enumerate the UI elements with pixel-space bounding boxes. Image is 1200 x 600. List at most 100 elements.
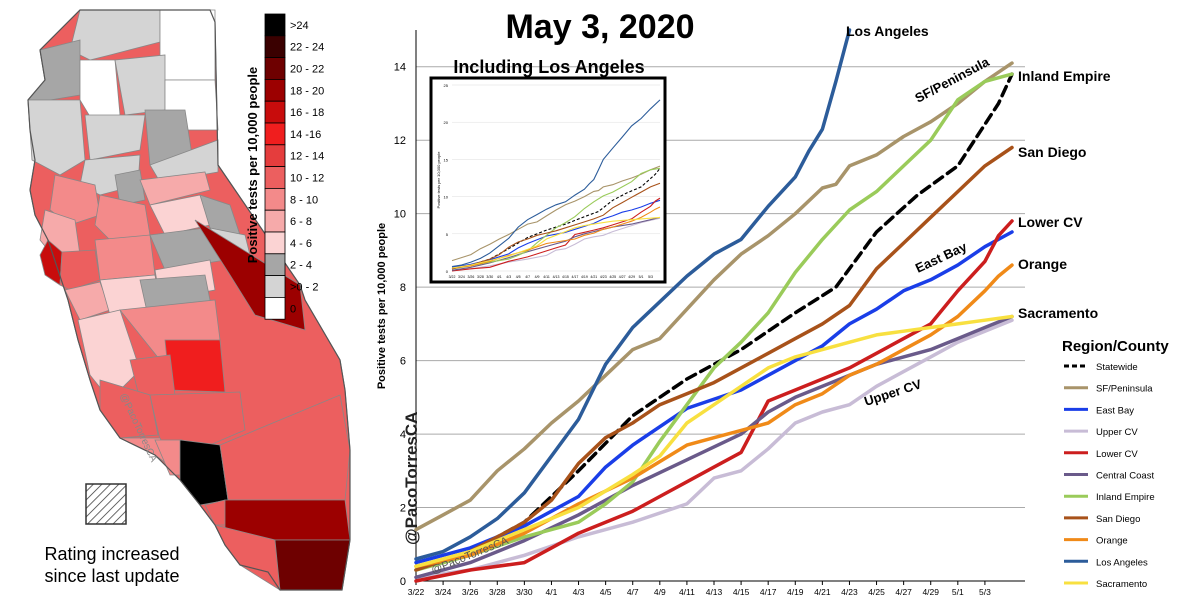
inset-y-axis-label: Positive tests per 10,000 people <box>436 151 441 209</box>
series-line-central-coast <box>414 314 1014 580</box>
line-label: Lower CV <box>1018 214 1083 230</box>
x-tick-label: 4/27 <box>895 587 912 597</box>
inset-x-tick-label: 3/30 <box>486 275 493 279</box>
county-lake <box>49 174 101 226</box>
legend-bin-label: 8 - 10 <box>290 194 318 206</box>
hatch-caption: Rating increased <box>44 544 179 564</box>
inset-x-tick-label: 4/1 <box>497 275 502 279</box>
chart-watermark: @PacoTorresCA <box>402 412 421 545</box>
x-tick-label: 4/9 <box>654 587 666 597</box>
line-label: Sacramento <box>1018 305 1098 321</box>
hatch-caption: since last update <box>44 566 179 586</box>
line-label: Inland Empire <box>1018 68 1111 84</box>
inset-x-tick-label: 4/25 <box>609 275 616 279</box>
inset-series-line <box>451 167 661 270</box>
chart-title: May 3, 2020 <box>505 8 694 46</box>
hatch-swatch <box>85 483 127 525</box>
series-line-sf-peninsula <box>414 61 1014 532</box>
inset-x-tick-label: 3/28 <box>477 275 484 279</box>
inset-title: Including Los Angeles <box>453 57 644 77</box>
legend-bin-label: 2 - 4 <box>290 260 312 272</box>
legend-bin-label: 18 - 20 <box>290 85 324 97</box>
legend-entry: Inland Empire <box>1096 492 1155 503</box>
x-tick-label: 3/28 <box>489 587 506 597</box>
line-label: Upper CV <box>862 376 923 409</box>
legend-swatch <box>264 296 286 320</box>
inset-frame <box>429 76 667 284</box>
y-tick-label: 0 <box>400 576 406 588</box>
inset-series-line <box>451 216 661 269</box>
legend-entry: Sacramento <box>1096 579 1147 590</box>
legend-entry: Los Angeles <box>1096 557 1148 568</box>
inset-x-tick-label: 4/11 <box>543 275 550 279</box>
y-tick-label: 12 <box>394 135 406 147</box>
x-tick-label: 5/3 <box>979 587 991 597</box>
legend-entry: SF/Peninsula <box>1096 384 1153 395</box>
inset-x-tick-label: 5/1 <box>639 275 644 279</box>
inset-y-tick-label: 5 <box>446 232 449 237</box>
y-axis-label: Positive tests per 10,000 people <box>376 223 388 389</box>
x-tick-label: 5/1 <box>952 587 964 597</box>
county-marin-sf <box>39 239 63 286</box>
y-tick-label: 2 <box>400 503 406 515</box>
line-label: Los Angeles <box>846 23 929 39</box>
series-line-san-diego <box>414 145 1014 572</box>
legend-bin-label: 10 - 12 <box>290 173 324 185</box>
x-tick-label: 4/5 <box>600 587 612 597</box>
legend-bin-label: 22 - 24 <box>290 42 324 54</box>
county-tehama <box>84 114 146 161</box>
legend-bin-label: >24 <box>290 20 309 32</box>
y-tick-label: 14 <box>394 62 406 74</box>
county-san-bernardino <box>219 394 351 501</box>
x-tick-label: 4/11 <box>679 587 695 597</box>
california-map: >24 22 - 24 20 - 22 18 - 20 16 - 18 14 -16 12 … <box>27 9 351 591</box>
series-line-los-angeles <box>414 28 852 561</box>
inset-x-tick-label: 4/29 <box>628 275 635 279</box>
x-tick-label: 4/13 <box>706 587 723 597</box>
inset-x-tick-label: 5/3 <box>648 275 653 279</box>
inset-series-line <box>451 182 661 270</box>
y-tick-label: 10 <box>394 209 406 221</box>
california-border <box>27 9 351 591</box>
inset-x-tick-label: 4/17 <box>572 275 579 279</box>
x-tick-label: 3/26 <box>462 587 479 597</box>
legend-entry: East Bay <box>1096 405 1134 416</box>
county-san-luis-obispo <box>99 379 159 439</box>
inset-x-tick-label: 4/23 <box>600 275 607 279</box>
inset-y-tick-label: 15 <box>444 157 449 162</box>
x-tick-label: 3/22 <box>408 587 425 597</box>
inset-series-line <box>451 206 661 269</box>
legend-bin-label: 14 -16 <box>290 129 321 141</box>
x-tick-label: 4/15 <box>733 587 750 597</box>
inset-x-tick-label: 3/26 <box>468 275 475 279</box>
legend-entry: Upper CV <box>1096 427 1138 438</box>
inset-x-tick-label: 4/27 <box>619 275 626 279</box>
legend-bin-label: 6 - 8 <box>290 216 312 228</box>
x-tick-label: 4/19 <box>787 587 804 597</box>
x-tick-label: 4/7 <box>627 587 639 597</box>
y-tick-label: 8 <box>400 282 406 294</box>
inset-y-tick-label: 20 <box>444 120 449 125</box>
county-sierra-nevada <box>149 139 219 183</box>
county-sutter <box>114 169 146 206</box>
inset-x-tick-label: 4/19 <box>581 275 588 279</box>
inset-x-tick-label: 4/15 <box>562 275 569 279</box>
legend-bin-label: 4 - 6 <box>290 238 312 250</box>
legend-entry: Statewide <box>1096 362 1138 373</box>
line-label: San Diego <box>1018 144 1086 160</box>
county-kern <box>149 391 246 446</box>
series-line-inland-empire <box>414 72 1014 572</box>
county-placer <box>139 171 211 206</box>
county-bay-east <box>59 249 101 291</box>
county-monterey <box>77 309 141 401</box>
inset-series-line <box>451 216 661 271</box>
inset-x-tick-label: 4/9 <box>535 275 540 279</box>
x-tick-label: 3/30 <box>516 587 533 597</box>
x-tick-label: 4/29 <box>922 587 939 597</box>
x-tick-label: 4/3 <box>573 587 585 597</box>
x-tick-label: 3/24 <box>435 587 452 597</box>
legend-entry: San Diego <box>1096 514 1140 525</box>
legend-bin-label: 0 <box>290 303 296 315</box>
legend-bin-label: >0 - 2 <box>290 282 318 294</box>
